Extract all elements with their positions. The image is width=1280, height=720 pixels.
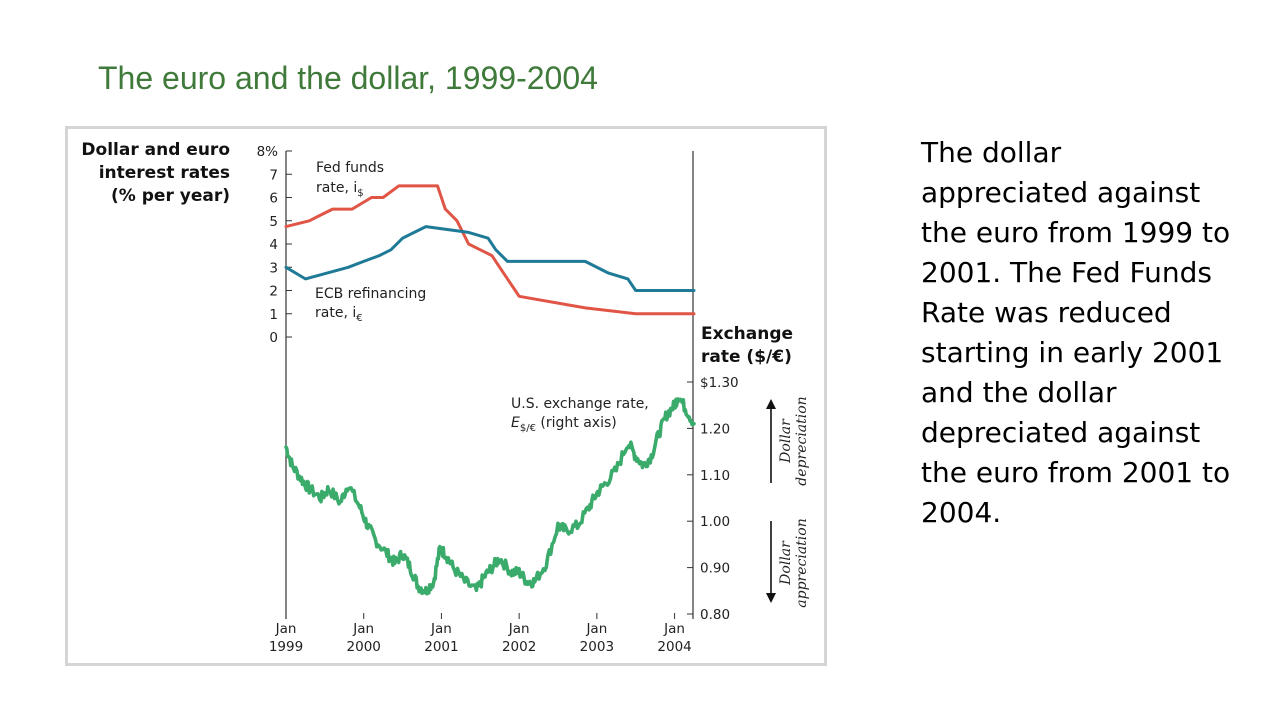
left-tick-label: 3	[269, 260, 278, 276]
right-tick-label: 0.80	[700, 607, 730, 623]
slide-title: The euro and the dollar, 1999-2004	[98, 60, 598, 96]
appreciation-label: appreciation	[794, 518, 810, 607]
x-tick-label-month: Jan	[508, 621, 530, 637]
x-tick-label-month: Jan	[430, 621, 452, 637]
x-tick-label-year: 2003	[580, 639, 614, 655]
x-tick-label-year: 2002	[502, 639, 536, 655]
chart: 0 1 2 3 4 5 6 7 8% Dollar and euro interest rates (…	[81, 140, 810, 655]
x-tick-label-month: Jan	[275, 621, 297, 637]
x-tick-label-month: Jan	[352, 621, 374, 637]
left-axis-title: (% per year)	[111, 186, 230, 206]
right-axis-title: Exchange	[701, 324, 793, 344]
x-tick-label-month: Jan	[663, 621, 685, 637]
x-tick-label-year: 2001	[424, 639, 458, 655]
left-tick-label: 0	[269, 330, 278, 346]
left-tick-label: 1	[269, 307, 278, 323]
right-tick-label: $1.30	[700, 375, 739, 391]
left-tick-label: 4	[269, 237, 278, 253]
left-tick-label: 7	[269, 167, 278, 183]
right-tick-label: 1.00	[700, 514, 730, 530]
series-line-ecb	[284, 225, 696, 292]
ecb-annotation-line2: rate, i€	[315, 305, 363, 324]
right-tick-label: 1.10	[700, 468, 730, 484]
series-line-exchange-rate	[284, 397, 696, 596]
x-tick-label-year: 1999	[269, 639, 303, 655]
fed-annotation-line2: rate, i$	[316, 180, 364, 199]
fx-annotation-line2: E$/€ (right axis)	[511, 415, 617, 434]
fed-annotation-line1: Fed funds	[316, 160, 384, 176]
left-tick-label: 6	[269, 191, 278, 207]
x-tick-label-month: Jan	[585, 621, 607, 637]
x-tick-label-year: 2000	[347, 639, 381, 655]
appreciation-label: Dollar	[778, 540, 794, 586]
left-axis-title: Dollar and euro	[81, 140, 230, 160]
right-axis-title: rate ($/€)	[701, 347, 792, 367]
fx-annotation-line1: U.S. exchange rate,	[511, 396, 649, 412]
chart-frame: 0 1 2 3 4 5 6 7 8% Dollar and euro interest rates (…	[65, 126, 827, 666]
x-tick-label-year: 2004	[657, 639, 691, 655]
appreciation-arrowhead	[766, 593, 776, 603]
depreciation-arrowhead	[766, 399, 776, 409]
depreciation-label: depreciation	[794, 396, 810, 485]
right-tick-label: 1.20	[700, 421, 730, 437]
depreciation-label: Dollar	[778, 418, 794, 464]
left-axis-title: interest rates	[99, 163, 230, 183]
left-tick-label: 2	[269, 284, 278, 300]
ecb-annotation-line1: ECB refinancing	[315, 286, 426, 302]
right-tick-label: 0.90	[700, 561, 730, 577]
series-line-fed-funds	[284, 184, 696, 316]
left-tick-label: 5	[269, 214, 278, 230]
left-tick-label: 8%	[257, 144, 279, 160]
body-text: The dollar appreciated against the euro …	[921, 136, 1231, 529]
